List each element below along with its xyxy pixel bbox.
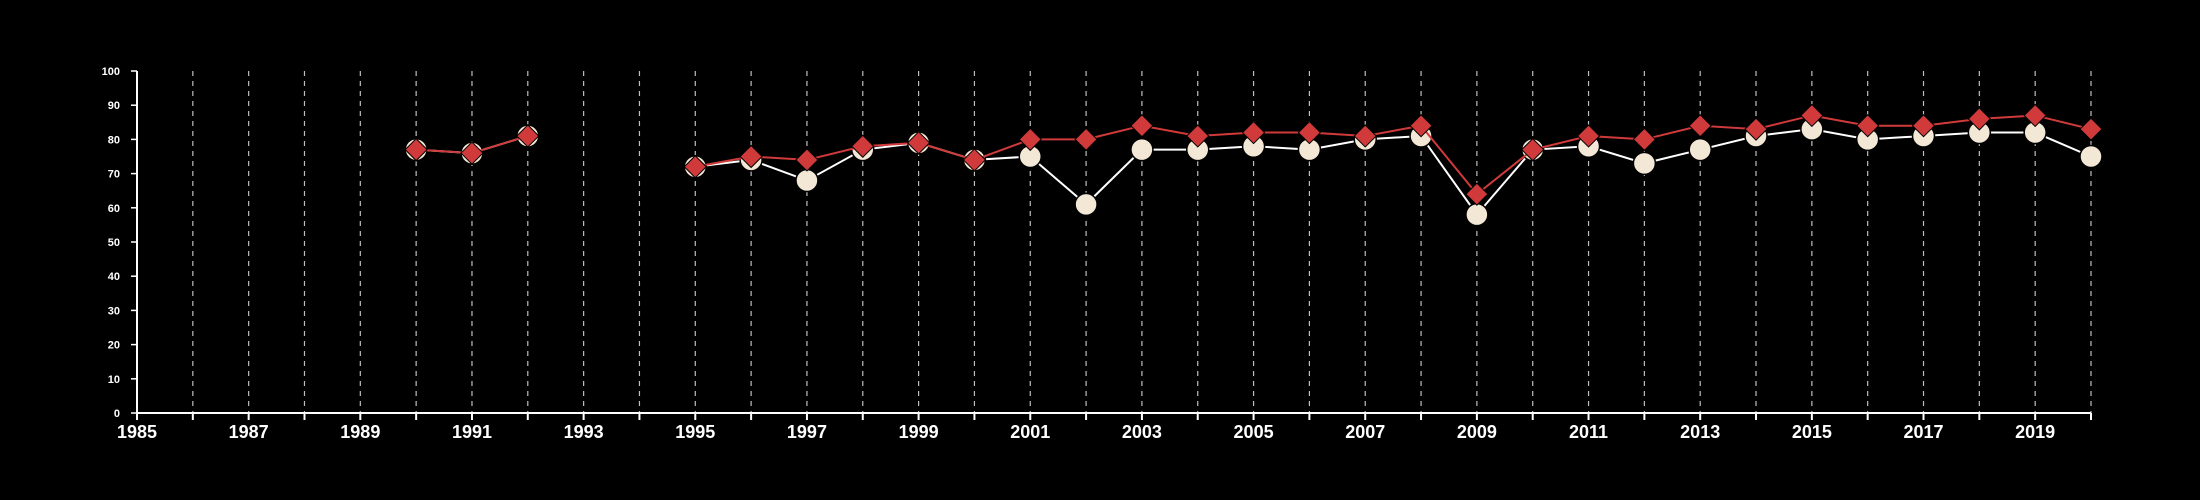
series-2-point-2012 [1632,127,1657,152]
series-2-point-1992 [516,124,540,148]
series-2-point-2013 [1688,114,1712,138]
series-1-point-1997 [795,168,819,193]
series-2-point-2016 [1855,114,1880,138]
series-1-point-2013 [1688,137,1712,162]
y-tick-label-60: 60 [108,203,120,215]
x-tick-label-1989: 1989 [340,422,380,442]
x-tick-label-2009: 2009 [1457,422,1497,442]
series-2-point-2017 [1911,114,1936,138]
series-2-point-2019 [2023,103,2047,128]
series-1-point-2003 [1130,137,1154,162]
series-2 [404,103,2103,206]
x-tick-label-2007: 2007 [1345,422,1385,442]
x-tick-label-1995: 1995 [675,422,715,442]
series-2-point-1999 [906,131,931,155]
series-2-point-2002 [1074,127,1098,152]
series-2-point-2000 [962,148,987,172]
series-1-point-2020 [2079,144,2103,169]
y-tick-label-0: 0 [114,408,120,420]
series-2-point-2015 [1800,103,1824,128]
vertical-gridlines [192,71,2092,413]
series-2-point-2010 [1521,137,1545,162]
x-tick-label-2015: 2015 [1792,422,1832,442]
x-tick-label-2013: 2013 [1680,422,1720,442]
series-1-point-2009 [1465,202,1489,227]
series-1-point-2002 [1074,192,1098,217]
y-tick-label-20: 20 [108,340,120,352]
series-2-point-2014 [1744,117,1768,141]
x-tick-label-1997: 1997 [787,422,827,442]
y-tick-label-50: 50 [108,237,120,249]
y-tick-label-70: 70 [108,169,120,181]
series-2-point-2020 [2079,117,2103,141]
series-2-point-1997 [795,148,819,172]
y-tick-label-10: 10 [108,374,120,386]
series-2-point-1990 [404,137,428,162]
series-1-point-2012 [1632,151,1657,176]
x-tick-label-2019: 2019 [2015,422,2055,442]
axes: 1985 1987 1989 1991 1993 1995 1997 1999 2001 2003… [102,66,2092,442]
x-tick-label-1993: 1993 [564,422,604,442]
series-2-point-1991 [460,141,484,165]
series-2-point-1998 [851,134,875,158]
series-2-point-2004 [1186,124,1210,148]
x-tick-label-2005: 2005 [1234,422,1274,442]
series-2-point-2001 [1018,127,1042,152]
y-tick-label-90: 90 [108,100,120,112]
series-2-point-2005 [1241,120,1266,145]
series-2-point-1996 [739,144,763,169]
x-tick-label-2011: 2011 [1569,422,1608,442]
x-tick-label-1991: 1991 [452,422,492,442]
x-tick-label-2017: 2017 [1903,422,1943,442]
series-2-point-2008 [1409,114,1433,138]
y-tick-label-40: 40 [108,271,120,283]
series-2-point-2018 [1967,107,1992,131]
x-tick-label-2001: 2001 [1010,422,1050,442]
y-tick-label-30: 30 [108,305,120,317]
x-tick-label-2003: 2003 [1122,422,1162,442]
series-2-point-2011 [1576,124,1601,148]
y-tick-label-80: 80 [108,134,120,146]
data-series [404,103,2103,227]
x-tick-label-1987: 1987 [229,422,269,442]
series-2-point-1995 [683,155,707,179]
series-2-point-2003 [1130,114,1154,138]
series-2-point-2007 [1353,124,1377,148]
series-2-point-2009 [1465,182,1489,206]
x-tick-label-1999: 1999 [899,422,939,442]
y-tick-label-100: 100 [102,66,120,78]
x-tick-label-1985: 1985 [117,422,157,442]
series-2-point-2006 [1297,120,1322,145]
